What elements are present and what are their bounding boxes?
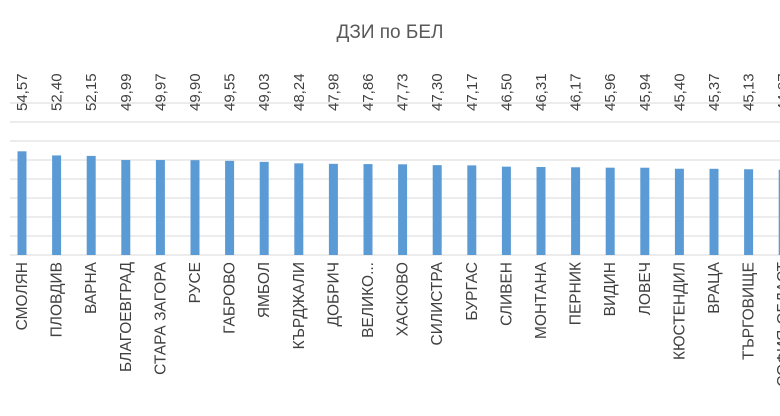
category-label: СЛИВЕН (498, 262, 515, 326)
value-label: 47,30 (429, 73, 446, 111)
value-label: 44,87 (775, 73, 780, 111)
bar (432, 165, 442, 255)
value-label: 45,40 (671, 73, 688, 111)
bar (709, 168, 719, 255)
category-label: ВРАЦА (706, 261, 723, 313)
category-label: ВИДИН (602, 262, 619, 316)
value-label: 45,37 (706, 73, 723, 111)
bar (328, 163, 338, 255)
category-label: СОФИЯ-ОБЛАСТ (775, 261, 780, 386)
bar (744, 169, 754, 255)
bar (52, 155, 62, 255)
gridlines (10, 102, 780, 256)
value-label: 46,50 (498, 73, 515, 111)
bar (190, 160, 200, 255)
value-labels: 54,57 52,40 52,15 49,99 49,97 49,90 49,55 49,03… (14, 73, 780, 111)
value-label: 49,03 (256, 73, 273, 111)
category-label: БЛАГОЕВГРАД (118, 261, 135, 371)
bar (571, 167, 581, 255)
value-label: 49,90 (187, 73, 204, 111)
value-label: 47,86 (360, 73, 377, 111)
category-label: ПЛОВДИВ (49, 262, 66, 337)
value-label: 45,94 (637, 73, 654, 111)
category-label: СИЛИСТРА (429, 261, 446, 345)
category-labels: СМОЛЯН ПЛОВДИВ ВАРНА БЛАГОЕВГРАД СТАРА ЗАГОР… (14, 261, 780, 386)
category-label: ТЪРГОВИЩЕ (741, 262, 758, 360)
bar (155, 160, 165, 255)
category-label: ХАСКОВО (395, 262, 412, 336)
bar (294, 163, 304, 255)
value-label: 52,40 (49, 73, 66, 111)
value-label: 47,73 (395, 73, 412, 111)
value-label: 52,15 (83, 73, 100, 111)
category-label: ВАРНА (83, 261, 100, 314)
category-label: ГАБРОВО (222, 262, 239, 334)
category-label: ВЕЛИКО... (360, 262, 377, 338)
bar (86, 155, 96, 255)
value-label: 48,24 (291, 73, 308, 111)
category-label: ЯМБОЛ (256, 262, 273, 318)
bar (259, 161, 269, 255)
value-label: 45,96 (602, 73, 619, 111)
bar (674, 168, 684, 255)
value-label: 54,57 (14, 73, 31, 111)
category-label: БУРГАС (464, 262, 481, 321)
value-label: 46,17 (568, 73, 585, 111)
bar (363, 164, 373, 255)
bar (778, 169, 780, 255)
value-label: 49,99 (118, 73, 135, 111)
category-label: КЪРДЖАЛИ (291, 262, 308, 349)
category-label: МОНТАНА (533, 261, 550, 339)
category-label: РУСЕ (187, 262, 204, 303)
bar (17, 151, 27, 255)
value-label: 47,98 (325, 73, 342, 111)
category-label: ДОБРИЧ (325, 262, 342, 327)
chart-title: ДЗИ по БЕЛ (336, 22, 443, 43)
category-label: КЮСТЕНДИЛ (671, 262, 688, 360)
bar (398, 164, 408, 255)
bar (605, 167, 615, 255)
bar (536, 167, 546, 255)
value-label: 46,31 (533, 73, 550, 111)
bar (121, 160, 131, 255)
value-label: 47,17 (464, 73, 481, 111)
value-label: 49,55 (222, 73, 239, 111)
category-label: ЛОВЕЧ (637, 262, 654, 315)
bars (17, 151, 780, 255)
category-label: ПЕРНИК (568, 262, 585, 325)
bar (501, 166, 511, 255)
bar (467, 165, 477, 255)
bar (225, 160, 235, 255)
value-label: 49,97 (152, 73, 169, 111)
category-label: СМОЛЯН (14, 262, 31, 330)
value-label: 45,13 (741, 73, 758, 111)
bar (640, 167, 650, 255)
category-label: СТАРА ЗАГОРА (152, 261, 169, 374)
